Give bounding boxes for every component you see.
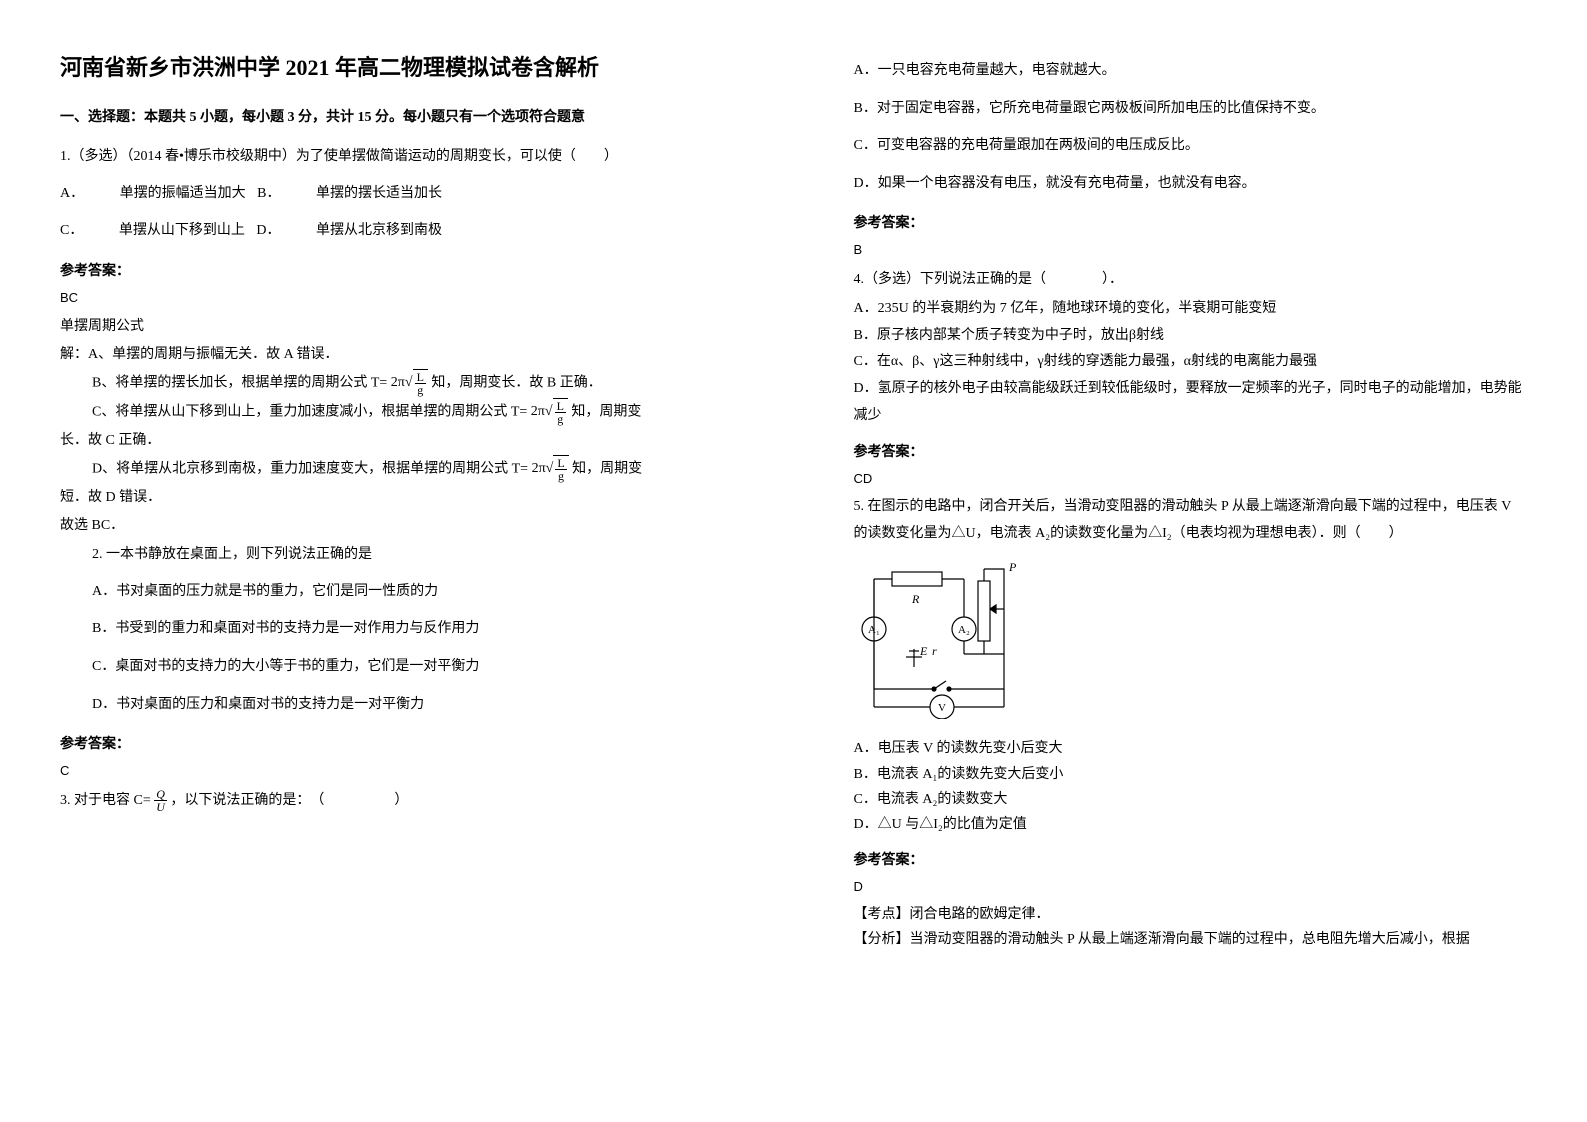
right-column: A．一只电容充电荷量越大，电容就越大。 B．对于固定电容器，它所充电荷量跟它两极… bbox=[794, 0, 1587, 1122]
circuit-label-r: r bbox=[932, 644, 937, 658]
q4-optA: A．235U 的半衰期约为 7 亿年，随地球环境的变化，半衰期可能变短 bbox=[854, 296, 1528, 323]
q1-exp-line3-cont: 长．故 C 正确． bbox=[60, 427, 734, 455]
q1-exp-title: 单摆周期公式 bbox=[60, 313, 734, 341]
q2-optA: A．书对桌面的压力就是书的重力，它们是同一性质的力 bbox=[92, 575, 734, 609]
q3-stem-pre: 3. 对于电容 C= bbox=[60, 793, 151, 808]
q3-answer-label: 参考答案： bbox=[854, 212, 1528, 232]
q2-answer: C bbox=[60, 763, 734, 778]
q4-optB: B．原子核内部某个质子转变为中子时，放出β射线 bbox=[854, 323, 1528, 350]
q1-answer: BC bbox=[60, 290, 734, 305]
q1-optC-prefix: C． bbox=[60, 223, 83, 238]
q1-optD: 单摆从北京移到南极 bbox=[316, 223, 442, 238]
q4-stem: 4.（多选）下列说法正确的是（ ）． bbox=[854, 265, 1528, 296]
q2-stem: 2. 一本书静放在桌面上，则下列说法正确的是 bbox=[92, 540, 734, 571]
period-formula-1: 2π √ L g bbox=[391, 369, 428, 398]
q3-optC: C．可变电容器的充电荷量跟加在两极间的电压成反比。 bbox=[854, 129, 1528, 163]
page-container: 河南省新乡市洪洲中学 2021 年高二物理模拟试卷含解析 一、选择题：本题共 5… bbox=[0, 0, 1587, 1122]
q1-exp-line2-post: 知，周期变长．故 B 正确． bbox=[431, 376, 601, 391]
q5-stem: 5. 在图示的电路中，闭合开关后，当滑动变阻器的滑动触头 P 从最上端逐渐滑向最… bbox=[854, 494, 1528, 547]
capacitance-formula: Q U bbox=[154, 788, 167, 813]
formula-g: g bbox=[415, 384, 425, 396]
two-pi-3: 2π bbox=[532, 455, 546, 483]
q5-analysis-point: 【考点】闭合电路的欧姆定律． bbox=[854, 902, 1528, 927]
q1-optB-prefix: B． bbox=[257, 186, 280, 201]
q5-optD: D．△U 与△I₂的比值为定值 bbox=[854, 812, 1528, 837]
q4-optC: C．在α、β、γ这三种射线中，γ射线的穿透能力最强，α射线的电离能力最强 bbox=[854, 349, 1528, 376]
circuit-label-P: P bbox=[1008, 560, 1017, 574]
q1-optD-prefix: D． bbox=[256, 223, 280, 238]
q1-row-cd: C． 单摆从山下移到山上 D． 单摆从北京移到南极 bbox=[60, 214, 734, 248]
q2-optB: B．书受到的重力和桌面对书的支持力是一对作用力与反作用力 bbox=[92, 612, 734, 646]
q5-optA: A．电压表 V 的读数先变小后变大 bbox=[854, 736, 1528, 761]
circuit-label-A1: A₁ bbox=[868, 624, 880, 636]
q1-exp-line4: D、将单摆从北京移到南极，重力加速度变大，根据单摆的周期公式 T= 2π √ L… bbox=[92, 455, 734, 484]
two-pi: 2π bbox=[391, 369, 405, 397]
q1-optA: 单摆的振幅适当加大 bbox=[120, 186, 246, 201]
q3-optB: B．对于固定电容器，它所充电荷量跟它两极板间所加电压的比值保持不变。 bbox=[854, 92, 1528, 126]
two-pi-2: 2π bbox=[531, 398, 545, 426]
q1-exp-line4-post: 知，周期变 bbox=[572, 462, 642, 477]
q3-answer: B bbox=[854, 242, 1528, 257]
circuit-label-V: V bbox=[938, 702, 946, 714]
circuit-label-A2: A₂ bbox=[958, 624, 970, 636]
q5-optC: C．电流表 A₂的读数变大 bbox=[854, 787, 1528, 812]
left-column: 河南省新乡市洪洲中学 2021 年高二物理模拟试卷含解析 一、选择题：本题共 5… bbox=[0, 0, 794, 1122]
circuit-label-R: R bbox=[911, 592, 920, 606]
q4-answer-label: 参考答案： bbox=[854, 441, 1528, 461]
q3-optD: D．如果一个电容器没有电压，就没有充电荷量，也就没有电容。 bbox=[854, 167, 1528, 201]
q3-optA: A．一只电容充电荷量越大，电容就越大。 bbox=[854, 54, 1528, 88]
period-formula-3: 2π √ L g bbox=[532, 455, 569, 484]
q4-optD: D．氢原子的核外电子由较高能级跃迁到较低能级时，要释放一定频率的光子，同时电子的… bbox=[854, 376, 1528, 429]
q3-stem-post: ，以下说法正确的是： （ ） bbox=[170, 793, 408, 808]
q3-stem: 3. 对于电容 C= Q U ，以下说法正确的是： （ ） bbox=[60, 786, 734, 817]
q1-exp-line3: C、将单摆从山下移到山上，重力加速度减小，根据单摆的周期公式 T= 2π √ L… bbox=[92, 398, 734, 427]
sqrt-symbol: √ bbox=[405, 369, 413, 397]
q5-answer-label: 参考答案： bbox=[854, 849, 1528, 869]
q1-exp-line1: 解：A、单摆的周期与振幅无关．故 A 错误． bbox=[60, 341, 734, 369]
q5-answer: D bbox=[854, 879, 1528, 894]
period-formula-2: 2π √ L g bbox=[531, 398, 568, 427]
page-title: 河南省新乡市洪洲中学 2021 年高二物理模拟试卷含解析 bbox=[60, 50, 734, 82]
q1-optA-prefix: A． bbox=[60, 186, 84, 201]
q1-exp-line3-post: 知，周期变 bbox=[571, 405, 641, 420]
formula-U: U bbox=[154, 801, 167, 813]
circuit-label-E: E bbox=[919, 644, 928, 658]
sqrt-symbol-2: √ bbox=[545, 398, 553, 426]
q2-answer-label: 参考答案： bbox=[60, 733, 734, 753]
q1-stem: 1.（多选）（2014 春•博乐市校级期中）为了使单摆做简谐运动的周期变长，可以… bbox=[60, 142, 734, 173]
sqrt-symbol-3: √ bbox=[546, 455, 554, 483]
formula-g-2: g bbox=[555, 413, 565, 425]
q2-optD: D．书对桌面的压力和桌面对书的支持力是一对平衡力 bbox=[92, 688, 734, 722]
q1-optC: 单摆从山下移到山上 bbox=[119, 223, 245, 238]
q1-exp-line4-cont: 短．故 D 错误． bbox=[60, 484, 734, 512]
q5-optB: B．电流表 A₁的读数先变大后变小 bbox=[854, 762, 1528, 787]
q4-answer: CD bbox=[854, 471, 1528, 486]
section-header: 一、选择题：本题共 5 小题，每小题 3 分，共计 15 分。每小题只有一个选项… bbox=[60, 106, 734, 126]
q1-exp-line3-pre: C、将单摆从山下移到山上，重力加速度减小，根据单摆的周期公式 T= bbox=[92, 405, 527, 420]
formula-g-3: g bbox=[556, 470, 566, 482]
q1-answer-label: 参考答案： bbox=[60, 260, 734, 280]
circuit-diagram: P R A₁ A₂ E r V bbox=[854, 559, 1528, 724]
q1-exp-line2-pre: B、将单摆的摆长加长，根据单摆的周期公式 T= bbox=[92, 376, 387, 391]
q1-exp-conclusion: 故选 BC． bbox=[60, 512, 734, 540]
q1-row-ab: A． 单摆的振幅适当加大 B． 单摆的摆长适当加长 bbox=[60, 177, 734, 211]
q1-exp-line4-pre: D、将单摆从北京移到南极，重力加速度变大，根据单摆的周期公式 T= bbox=[92, 462, 528, 477]
q1-optB: 单摆的摆长适当加长 bbox=[316, 186, 442, 201]
q5-analysis-body: 【分析】当滑动变阻器的滑动触头 P 从最上端逐渐滑向最下端的过程中，总电阻先增大… bbox=[854, 927, 1528, 952]
q1-exp-line2: B、将单摆的摆长加长，根据单摆的周期公式 T= 2π √ L g 知，周期变长．… bbox=[92, 369, 734, 398]
q2-optC: C．桌面对书的支持力的大小等于书的重力，它们是一对平衡力 bbox=[92, 650, 734, 684]
